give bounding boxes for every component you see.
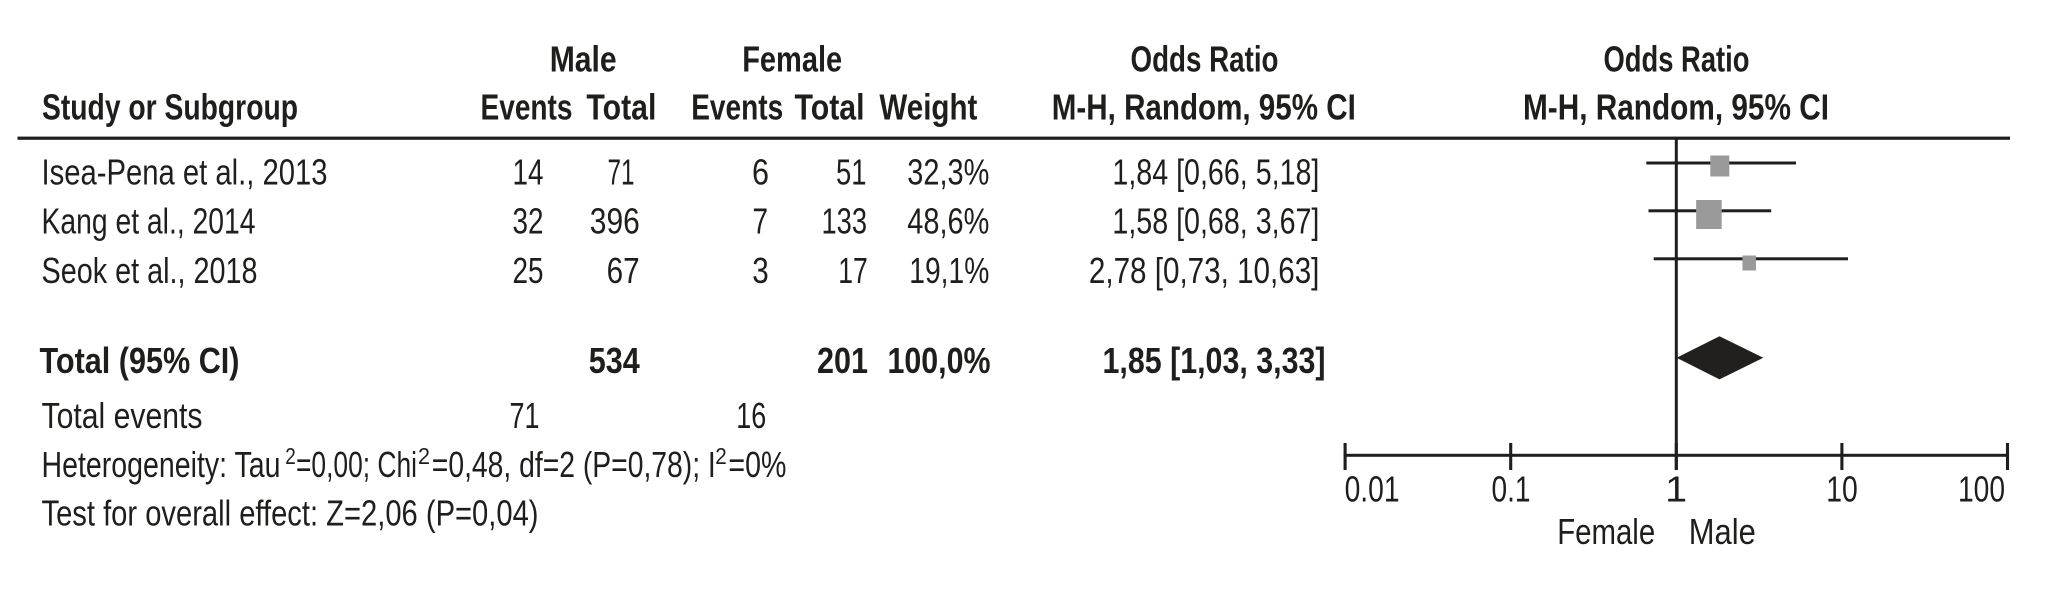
svg-text:Total (95% CI): Total (95% CI): [40, 340, 240, 381]
svg-text:1: 1: [1665, 468, 1687, 509]
svg-text:Seok et al., 2018: Seok et al., 2018: [42, 250, 258, 291]
svg-text:16: 16: [736, 395, 766, 436]
svg-text:Study or Subgroup: Study or Subgroup: [42, 87, 298, 128]
svg-text:100: 100: [1958, 468, 2005, 509]
svg-text:Odds Ratio: Odds Ratio: [1604, 39, 1750, 80]
svg-text:M-H, Random, 95% CI: M-H, Random, 95% CI: [1052, 87, 1356, 128]
svg-text:2,78 [0,73, 10,63]: 2,78 [0,73, 10,63]: [1089, 250, 1320, 291]
svg-text:=0%: =0%: [728, 444, 786, 485]
svg-text:6: 6: [752, 151, 769, 192]
svg-text:17: 17: [838, 250, 868, 291]
svg-text:=0,00; Chi: =0,00; Chi: [296, 444, 417, 485]
svg-text:Male: Male: [550, 39, 617, 80]
svg-text:133: 133: [822, 201, 868, 242]
svg-text:Events: Events: [481, 87, 573, 128]
svg-text:0.1: 0.1: [1492, 468, 1531, 509]
svg-text:48,6%: 48,6%: [907, 201, 989, 242]
svg-text:10: 10: [1826, 468, 1858, 509]
svg-text:534: 534: [589, 340, 640, 381]
svg-text:67: 67: [607, 250, 640, 291]
svg-text:1,85 [1,03, 3,33]: 1,85 [1,03, 3,33]: [1103, 340, 1326, 381]
svg-text:396: 396: [590, 201, 640, 242]
svg-text:7: 7: [753, 201, 769, 242]
svg-text:19,1%: 19,1%: [909, 250, 989, 291]
svg-text:25: 25: [513, 250, 544, 291]
svg-text:14: 14: [513, 151, 544, 192]
svg-text:Kang et al., 2014: Kang et al., 2014: [42, 201, 256, 242]
svg-text:2: 2: [715, 443, 727, 469]
svg-text:100,0%: 100,0%: [888, 340, 991, 381]
svg-text:201: 201: [817, 340, 868, 381]
svg-text:2: 2: [285, 443, 296, 469]
svg-text:Total: Total: [795, 87, 865, 128]
svg-text:1,84 [0,66, 5,18]: 1,84 [0,66, 5,18]: [1112, 151, 1319, 192]
svg-text:Events: Events: [691, 87, 783, 128]
svg-text:Total: Total: [586, 87, 656, 128]
svg-text:2: 2: [418, 443, 430, 469]
svg-text:32: 32: [513, 201, 544, 242]
svg-text:Total events: Total events: [42, 395, 203, 436]
svg-text:Female: Female: [742, 39, 842, 80]
svg-text:32,3%: 32,3%: [907, 151, 989, 192]
svg-text:3: 3: [752, 250, 769, 291]
svg-text:Odds Ratio: Odds Ratio: [1131, 39, 1279, 80]
svg-text:0.01: 0.01: [1345, 468, 1400, 509]
svg-text:71: 71: [608, 151, 635, 192]
svg-text:Male: Male: [1689, 511, 1756, 552]
svg-text:71: 71: [510, 395, 540, 436]
svg-text:=0,48, df=2 (P=0,78); I: =0,48, df=2 (P=0,78); I: [432, 444, 716, 485]
svg-text:1,58 [0,68, 3,67]: 1,58 [0,68, 3,67]: [1112, 201, 1319, 242]
svg-text:Heterogeneity: Tau: Heterogeneity: Tau: [42, 444, 281, 485]
svg-text:Female: Female: [1557, 511, 1655, 552]
svg-text:M-H, Random, 95% CI: M-H, Random, 95% CI: [1523, 87, 1829, 128]
svg-text:Weight: Weight: [879, 87, 977, 128]
svg-text:51: 51: [836, 151, 867, 192]
svg-text:Isea-Pena et al., 2013: Isea-Pena et al., 2013: [42, 151, 328, 192]
svg-text:Test for overall effect: Z=2,0: Test for overall effect: Z=2,06 (P=0,04): [42, 492, 539, 533]
